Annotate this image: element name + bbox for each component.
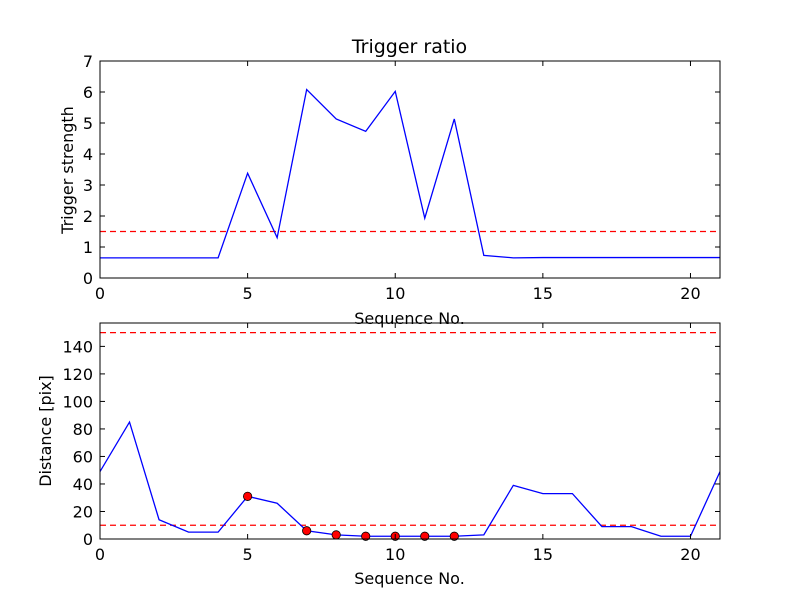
data-point-marker [361,531,371,541]
data-point-marker [331,530,341,540]
x-tick-label: 15 [533,545,553,564]
plot-frame [99,60,721,279]
y-tick-label: 100 [62,392,93,411]
y-tick-label: 20 [73,502,93,521]
series-line [100,88,720,259]
data-point-marker [302,526,312,536]
data-point-marker [420,531,430,541]
x-tick-label: 10 [385,545,405,564]
y-tick-label: 80 [73,420,93,439]
y-tick-label: 5 [83,114,93,133]
plot-area [100,88,720,259]
x-tick-label: 0 [95,284,105,303]
y-tick-label: 3 [83,176,93,195]
y-tick-label: 0 [83,530,93,549]
chart-title: Trigger ratio [351,36,467,58]
x-axis-label: Sequence No. [354,569,465,588]
y-tick-label: 4 [83,145,93,164]
y-tick-label: 6 [83,83,93,102]
x-tick-label: 20 [680,545,700,564]
x-tick-label: 10 [385,284,405,303]
y-tick-label: 140 [62,337,93,356]
y-tick-label: 0 [83,269,93,288]
x-tick-label: 15 [533,284,553,303]
y-axis-label: Distance [pix] [36,375,55,487]
y-tick-label: 2 [83,207,93,226]
distance-chart: Sequence No. Distance [pix] 0 5 10 15 20 0 20 4… [36,322,721,588]
y-axis-label: Trigger strength [58,106,77,235]
y-tick-label: 120 [62,365,93,384]
plot-frame [99,322,721,540]
trigger-ratio-chart: Trigger ratio Sequence No. Trigger stren… [58,36,721,328]
x-tick-label: 5 [243,284,253,303]
x-tick-label: 0 [95,545,105,564]
y-tick-label: 1 [83,238,93,257]
x-axis-label: Sequence No. [354,309,465,328]
data-point-marker [449,531,459,541]
series-line [100,420,720,537]
data-point-marker [243,491,253,501]
plot-area [100,420,720,537]
y-tick-label: 60 [73,447,93,466]
x-tick-label: 20 [680,284,700,303]
y-tick-label: 40 [73,475,93,494]
y-tick-label: 7 [83,52,93,71]
x-tick-label: 5 [243,545,253,564]
